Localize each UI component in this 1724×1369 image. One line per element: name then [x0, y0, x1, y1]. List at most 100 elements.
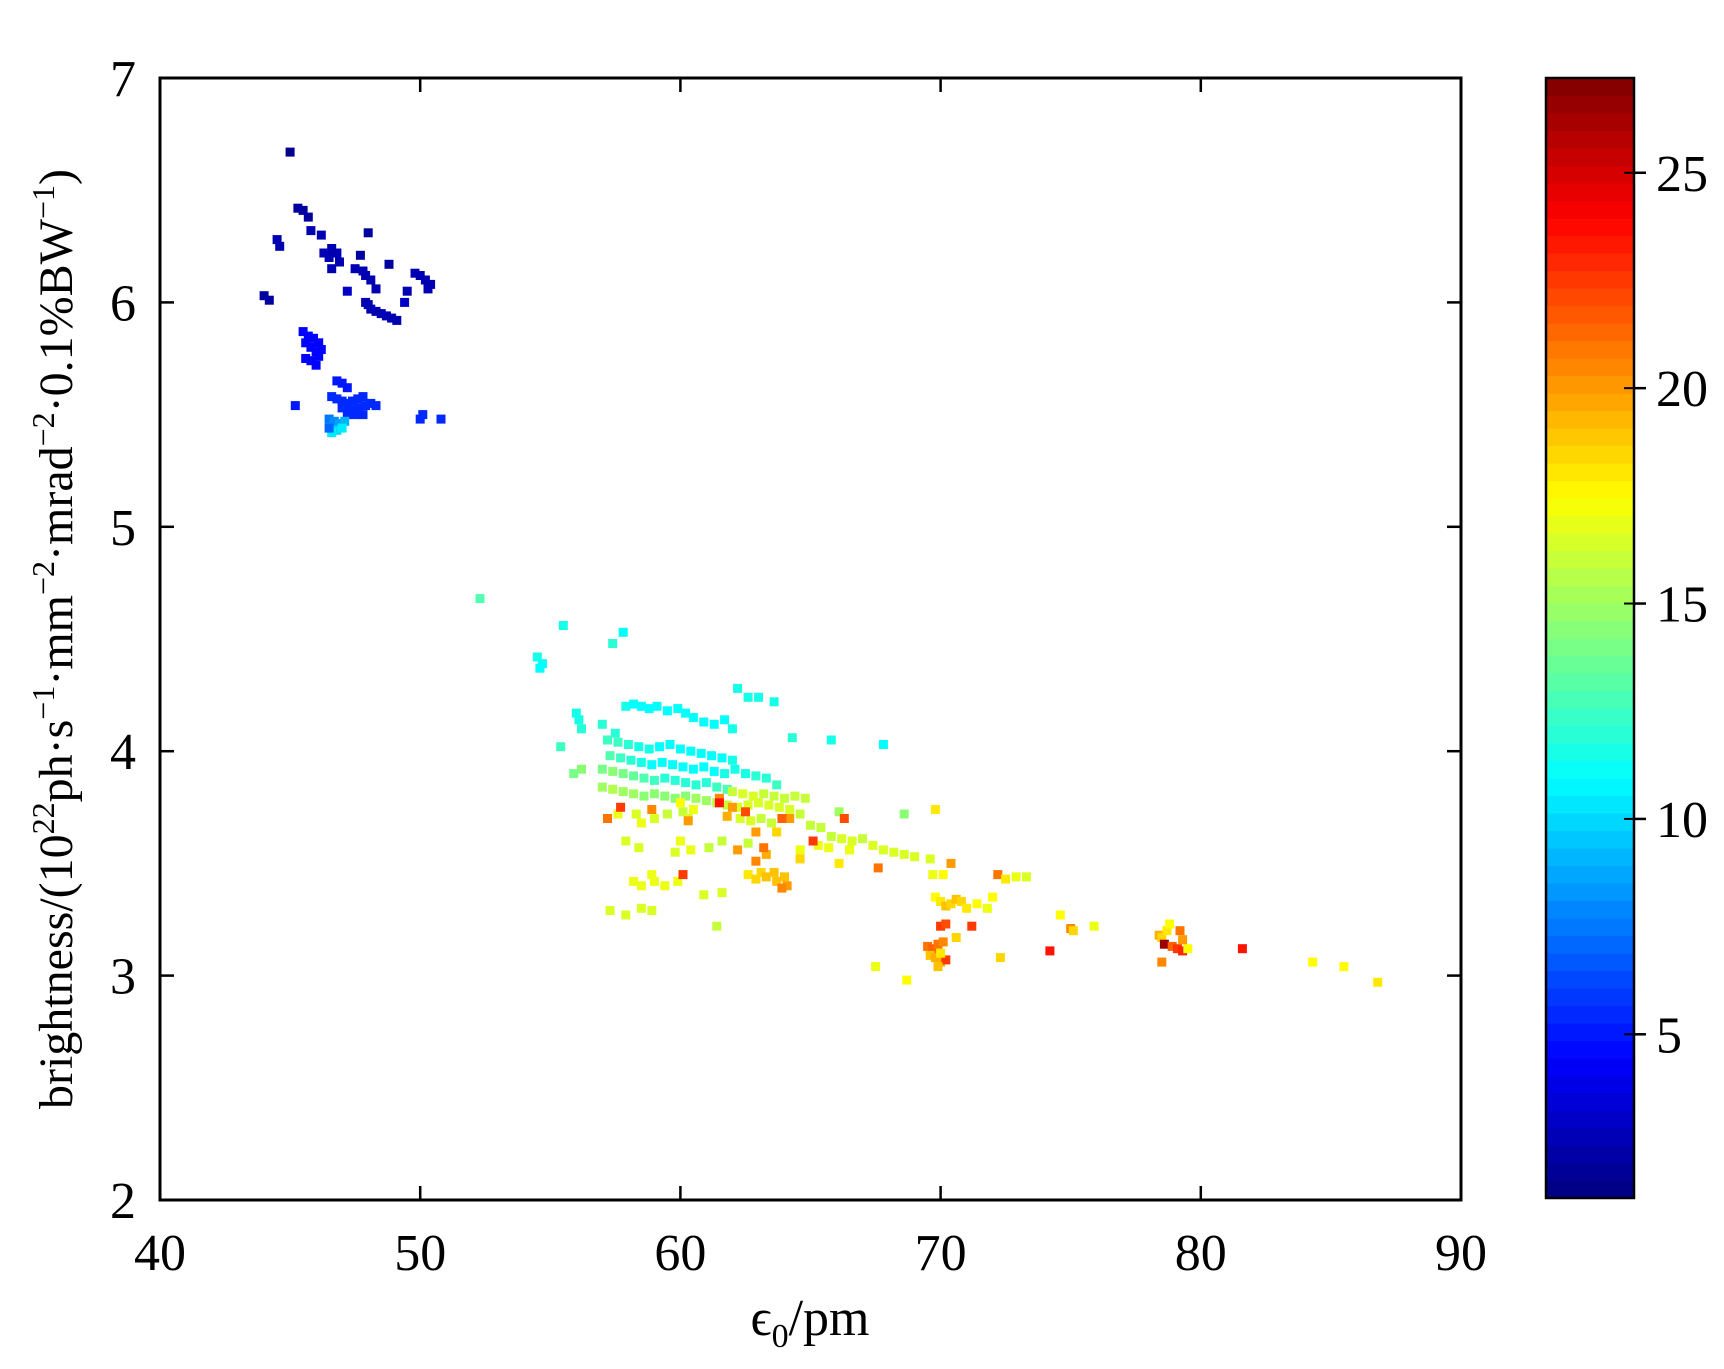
scatter-point: [1068, 926, 1078, 936]
x-axis-title: ϵ0/pm: [751, 1290, 870, 1355]
colorbar-band: [1546, 410, 1634, 429]
scatter-point: [327, 244, 337, 253]
y-axis-title: brightness/(1022ph·s−1·mm−2·mrad−2·0.1%B…: [25, 169, 83, 1109]
scatter-point: [720, 769, 730, 779]
colorbar-band: [1546, 393, 1634, 412]
scatter-point: [350, 410, 360, 420]
scatter-point: [636, 903, 646, 913]
colorbar-band: [1546, 620, 1634, 639]
scatter-point: [707, 751, 717, 761]
scatter-point: [423, 284, 433, 294]
y-tick-label: 6: [110, 275, 136, 332]
scatter-point: [941, 901, 951, 911]
scatter-point: [647, 906, 657, 915]
scatter-point: [1089, 921, 1099, 931]
scatter-point: [366, 275, 376, 285]
scatter-point: [621, 836, 631, 846]
scatter-point: [597, 764, 607, 774]
y-axis-title-text: ·mm: [30, 595, 83, 686]
scatter-point: [772, 827, 782, 837]
scatter-point: [342, 286, 352, 296]
scatter-point: [746, 816, 756, 826]
scatter-point: [342, 410, 352, 420]
scatter-point: [605, 906, 615, 915]
colorbar-band: [1546, 445, 1634, 464]
scatter-point: [670, 847, 680, 857]
scatter-point: [1159, 939, 1169, 949]
scatter-point: [930, 805, 940, 814]
scatter-point: [329, 416, 339, 426]
scatter-point: [306, 356, 316, 366]
scatter-point: [361, 271, 371, 280]
scatter-point: [727, 755, 737, 765]
scatter-point: [337, 403, 347, 413]
scatter-point: [837, 834, 847, 844]
colorbar-band: [1546, 725, 1634, 744]
scatter-point: [928, 944, 938, 954]
colorbar-tick-label: 15: [1656, 577, 1708, 634]
scatter-point: [311, 360, 321, 370]
scatter-point: [933, 939, 943, 949]
scatter-point: [873, 863, 883, 873]
scatter-point: [717, 753, 727, 763]
scatter-point: [941, 955, 951, 965]
scatter-point: [956, 897, 966, 906]
scatter-point: [402, 286, 412, 296]
scatter-point: [751, 874, 761, 884]
scatter-point: [420, 275, 430, 285]
scatter-point: [759, 843, 769, 853]
scatter-point: [1183, 944, 1193, 954]
scatter-point: [696, 748, 706, 758]
colorbar-band: [1546, 673, 1634, 692]
scatter-point: [993, 870, 1003, 880]
scatter-point: [681, 778, 691, 788]
y-axis-title-text: ·0.1%BW: [30, 218, 83, 412]
scatter-point: [787, 733, 797, 743]
scatter-point: [597, 782, 607, 792]
scatter-point: [722, 784, 732, 794]
colorbar-band: [1546, 533, 1634, 552]
colorbar-band: [1546, 743, 1634, 762]
scatter-point: [340, 416, 350, 426]
scatter-point: [688, 713, 698, 722]
scatter-point: [769, 867, 779, 877]
scatter-point: [800, 793, 810, 803]
scatter-point: [363, 228, 373, 238]
scatter-point: [673, 876, 683, 886]
y-axis-title-superscript: −2: [25, 561, 61, 595]
scatter-point: [410, 268, 420, 278]
colorbar-band: [1546, 603, 1634, 622]
colorbar-tick-label: 10: [1656, 792, 1708, 849]
scatter-point: [623, 740, 633, 749]
scatter-point: [868, 840, 878, 850]
colorbar-band: [1546, 1145, 1634, 1164]
scatter-point: [675, 744, 685, 754]
scatter-point: [772, 780, 782, 790]
scatter-point: [301, 354, 311, 363]
scatter-point: [780, 793, 789, 803]
scatter-point: [782, 881, 792, 891]
colorbar-band: [1546, 760, 1634, 779]
scatter-point: [678, 807, 688, 817]
scatter-point: [652, 701, 662, 711]
scatter-point: [1165, 919, 1175, 929]
scatter-point: [936, 921, 946, 931]
scatter-point: [644, 704, 654, 714]
scatter-point: [972, 899, 982, 909]
scatter-point: [761, 849, 771, 859]
scatter-point: [381, 311, 391, 321]
colorbar-band: [1546, 148, 1634, 167]
scatter-point: [285, 147, 295, 157]
scatter-point: [785, 805, 795, 814]
scatter-point: [275, 241, 285, 251]
scatter-point: [847, 836, 857, 846]
x-tick-label: 70: [915, 1225, 967, 1282]
scatter-point: [1022, 872, 1031, 882]
scatter-point: [795, 845, 805, 855]
y-axis-title-text: ·mrad: [30, 446, 83, 561]
scatter-point: [1178, 935, 1188, 945]
colorbar-band: [1546, 305, 1634, 324]
scatter-point: [475, 594, 485, 604]
scatter-point: [1308, 957, 1318, 967]
scatter-point: [709, 719, 719, 729]
